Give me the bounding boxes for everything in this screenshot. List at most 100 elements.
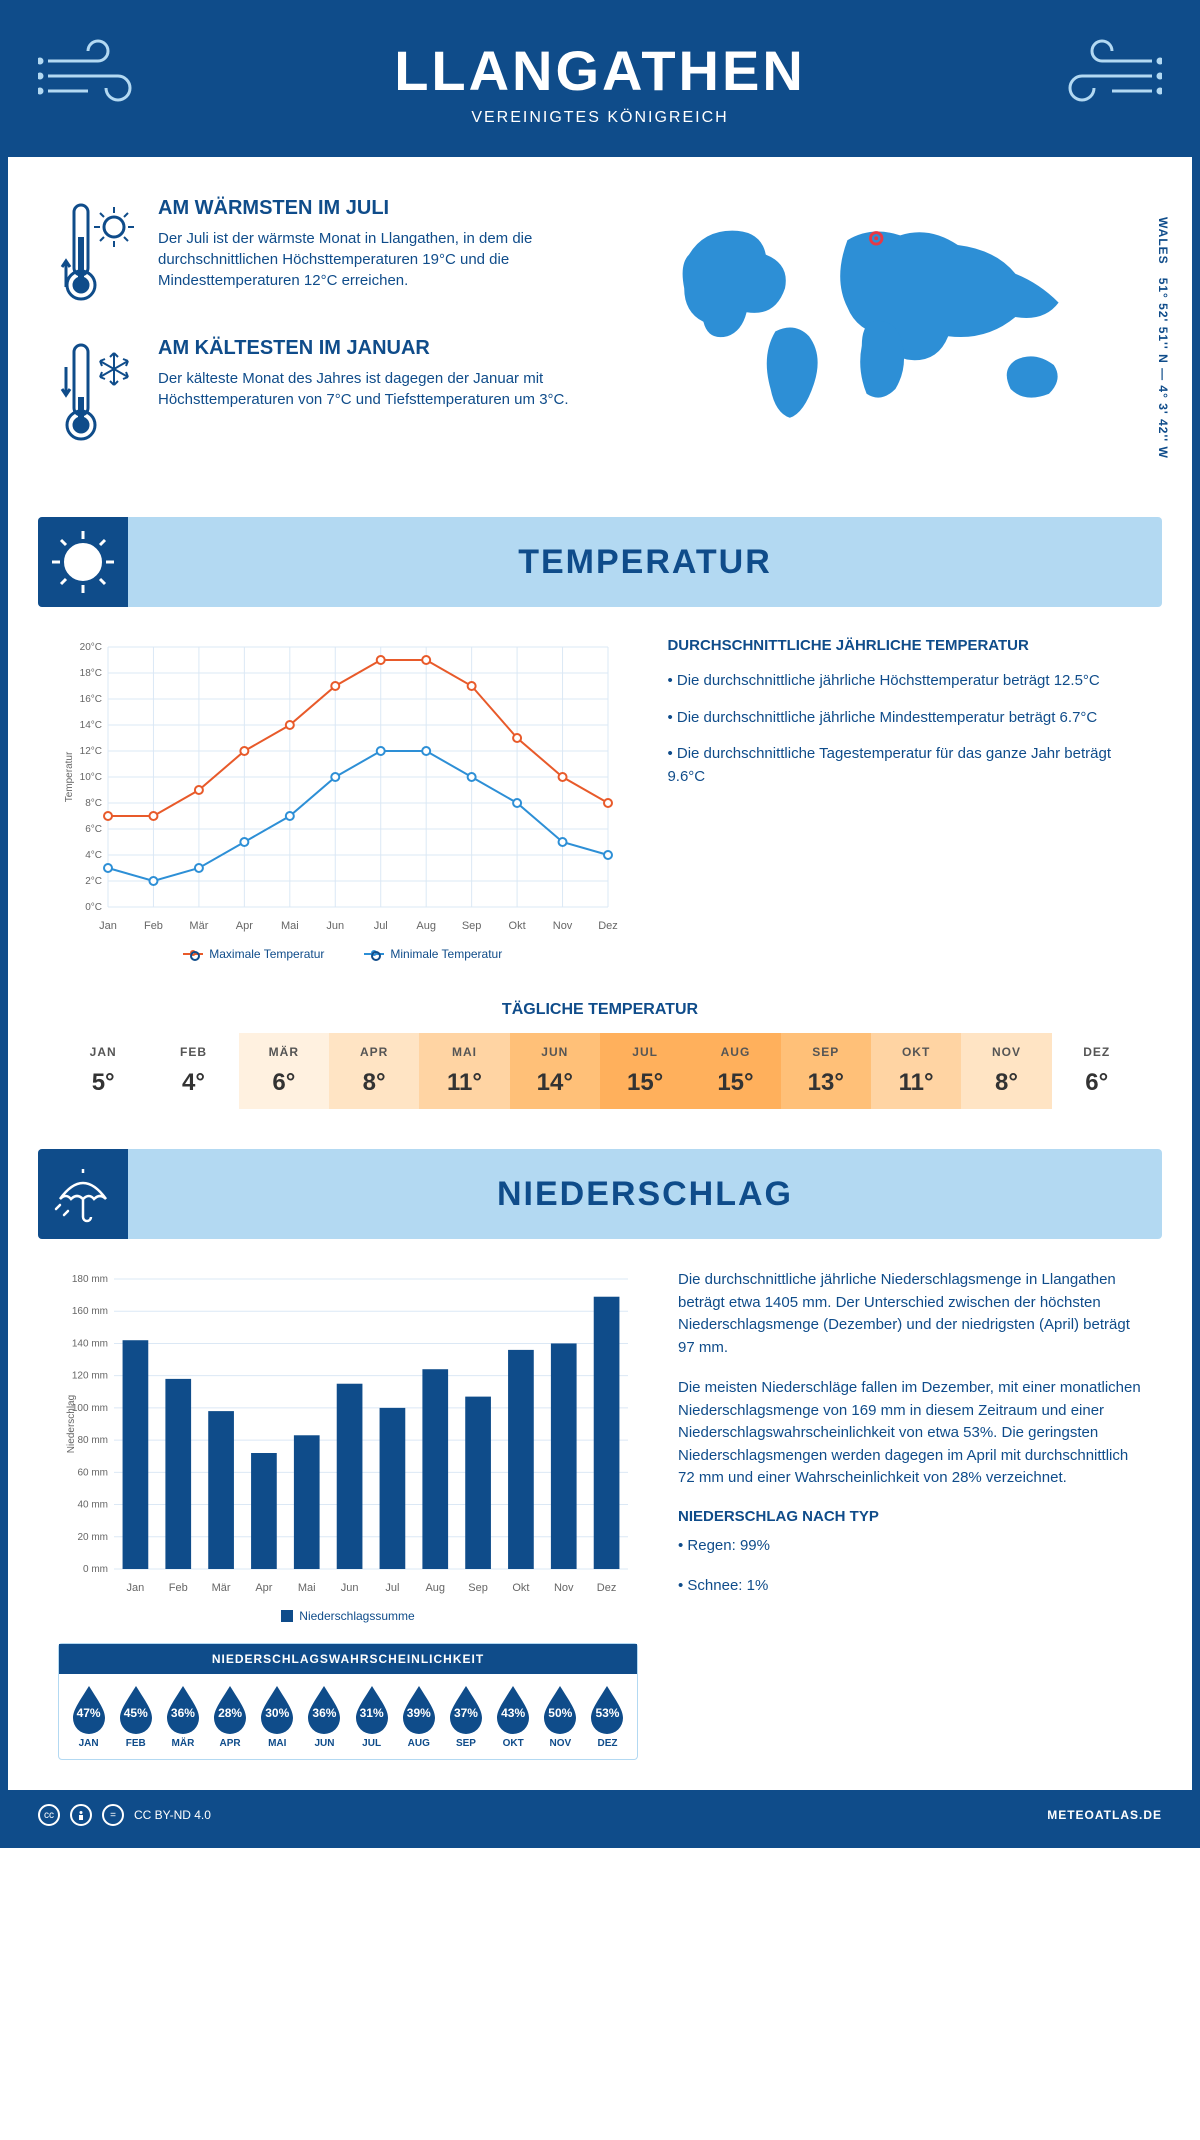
prob-cell: 28% APR xyxy=(207,1684,254,1749)
svg-text:Jun: Jun xyxy=(341,1582,359,1594)
temp-info-title: DURCHSCHNITTLICHE JÄHRLICHE TEMPERATUR xyxy=(667,637,1142,654)
svg-text:Okt: Okt xyxy=(509,920,526,932)
svg-text:Sep: Sep xyxy=(468,1582,488,1594)
precip-text-2: Die meisten Niederschläge fallen im Deze… xyxy=(678,1377,1142,1490)
daily-cell: JUL15° xyxy=(600,1033,690,1109)
svg-text:Apr: Apr xyxy=(236,920,253,932)
svg-text:Dez: Dez xyxy=(597,1582,617,1594)
prob-cell: 30% MAI xyxy=(254,1684,301,1749)
svg-text:20 mm: 20 mm xyxy=(77,1532,108,1543)
nd-icon: = xyxy=(102,1804,124,1826)
thermometer-hot-icon xyxy=(58,197,138,307)
svg-text:Mär: Mär xyxy=(189,920,208,932)
prob-cell: 31% JUL xyxy=(348,1684,395,1749)
precipitation-chart: 0 mm20 mm40 mm60 mm80 mm100 mm120 mm140 … xyxy=(58,1269,638,1599)
svg-text:Aug: Aug xyxy=(416,920,436,932)
svg-text:160 mm: 160 mm xyxy=(72,1306,108,1317)
world-map xyxy=(620,197,1142,437)
daily-cell: SEP13° xyxy=(781,1033,871,1109)
svg-text:0°C: 0°C xyxy=(85,902,102,913)
svg-text:120 mm: 120 mm xyxy=(72,1371,108,1382)
daily-cell: DEZ6° xyxy=(1052,1033,1142,1109)
svg-text:80 mm: 80 mm xyxy=(77,1435,108,1446)
prob-title: NIEDERSCHLAGSWAHRSCHEINLICHKEIT xyxy=(59,1644,637,1674)
prob-cell: 47% JAN xyxy=(65,1684,112,1749)
prob-cell: 50% NOV xyxy=(537,1684,584,1749)
svg-text:14°C: 14°C xyxy=(80,720,102,731)
daily-temp-row: JAN5°FEB4°MÄR6°APR8°MAI11°JUN14°JUL15°AU… xyxy=(58,1033,1142,1109)
svg-text:100 mm: 100 mm xyxy=(72,1403,108,1414)
svg-text:8°C: 8°C xyxy=(85,798,102,809)
precipitation-probability-box: NIEDERSCHLAGSWAHRSCHEINLICHKEIT 47% JAN … xyxy=(58,1643,638,1760)
temp-info-3: • Die durchschnittliche Tagestemperatur … xyxy=(667,743,1142,788)
coordinates: WALES 51° 52' 51'' N — 4° 3' 42'' W xyxy=(1156,217,1170,459)
fact-cold-text: Der kälteste Monat des Jahres ist dagege… xyxy=(158,368,580,410)
precipitation-section-header: NIEDERSCHLAG xyxy=(38,1149,1162,1239)
fact-cold-title: AM KÄLTESTEN IM JANUAR xyxy=(158,337,580,360)
fact-coldest: AM KÄLTESTEN IM JANUAR Der kälteste Mona… xyxy=(58,337,580,447)
thermometer-cold-icon xyxy=(58,337,138,447)
daily-cell: JUN14° xyxy=(510,1033,600,1109)
city-name: LLANGATHEN xyxy=(28,38,1172,103)
temperature-body: 0°C2°C4°C6°C8°C10°C12°C14°C16°C18°C20°CJ… xyxy=(8,637,1192,981)
fact-hottest: AM WÄRMSTEN IM JULI Der Juli ist der wär… xyxy=(58,197,580,307)
daily-temp-title: TÄGLICHE TEMPERATUR xyxy=(8,1001,1192,1019)
temp-info-1: • Die durchschnittliche jährliche Höchst… xyxy=(667,670,1142,693)
svg-text:Nov: Nov xyxy=(553,920,573,932)
precipitation-body: 0 mm20 mm40 mm60 mm80 mm100 mm120 mm140 … xyxy=(8,1269,1192,1790)
precip-type-1: • Regen: 99% xyxy=(678,1535,1142,1558)
infographic-page: LLANGATHEN VEREINIGTES KÖNIGREICH AM WÄR… xyxy=(0,0,1200,1848)
svg-text:0 mm: 0 mm xyxy=(83,1564,108,1575)
svg-text:Mai: Mai xyxy=(281,920,299,932)
site-name: METEOATLAS.DE xyxy=(1047,1808,1162,1822)
cc-icon: cc xyxy=(38,1804,60,1826)
footer: cc = CC BY-ND 4.0 METEOATLAS.DE xyxy=(8,1790,1192,1840)
prob-cell: 53% DEZ xyxy=(584,1684,631,1749)
svg-text:Jul: Jul xyxy=(385,1582,399,1594)
prob-cell: 36% JUN xyxy=(301,1684,348,1749)
prob-cell: 37% SEP xyxy=(442,1684,489,1749)
svg-text:Apr: Apr xyxy=(255,1582,272,1594)
wind-icon xyxy=(1042,36,1162,116)
svg-text:16°C: 16°C xyxy=(80,694,102,705)
svg-text:6°C: 6°C xyxy=(85,824,102,835)
temperature-legend: Maximale Temperatur Minimale Temperatur xyxy=(58,947,627,961)
svg-text:2°C: 2°C xyxy=(85,876,102,887)
svg-text:Okt: Okt xyxy=(512,1582,529,1594)
precipitation-legend: Niederschlagssumme xyxy=(58,1609,638,1623)
svg-text:10°C: 10°C xyxy=(80,772,102,783)
precip-text-1: Die durchschnittliche jährliche Niedersc… xyxy=(678,1269,1142,1359)
svg-text:Aug: Aug xyxy=(425,1582,445,1594)
temperature-title: TEMPERATUR xyxy=(128,543,1162,582)
svg-text:Niederschlag: Niederschlag xyxy=(66,1395,77,1453)
daily-cell: NOV8° xyxy=(961,1033,1051,1109)
precipitation-title: NIEDERSCHLAG xyxy=(128,1175,1162,1214)
prob-cell: 43% OKT xyxy=(490,1684,537,1749)
svg-text:Feb: Feb xyxy=(144,920,163,932)
umbrella-icon xyxy=(38,1149,128,1239)
prob-cell: 36% MÄR xyxy=(159,1684,206,1749)
svg-text:Jan: Jan xyxy=(127,1582,145,1594)
svg-text:Mai: Mai xyxy=(298,1582,316,1594)
svg-text:4°C: 4°C xyxy=(85,850,102,861)
daily-cell: OKT11° xyxy=(871,1033,961,1109)
svg-text:Dez: Dez xyxy=(598,920,618,932)
intro-section: AM WÄRMSTEN IM JULI Der Juli ist der wär… xyxy=(8,157,1192,517)
svg-text:Sep: Sep xyxy=(462,920,482,932)
daily-cell: AUG15° xyxy=(690,1033,780,1109)
svg-text:Jan: Jan xyxy=(99,920,117,932)
temp-info-2: • Die durchschnittliche jährliche Mindes… xyxy=(667,707,1142,730)
svg-text:Jun: Jun xyxy=(326,920,344,932)
svg-text:Mär: Mär xyxy=(212,1582,231,1594)
wind-icon xyxy=(38,36,158,116)
svg-text:Feb: Feb xyxy=(169,1582,188,1594)
daily-cell: MÄR6° xyxy=(239,1033,329,1109)
precip-type-title: NIEDERSCHLAG NACH TYP xyxy=(678,1508,1142,1525)
sun-icon xyxy=(38,517,128,607)
svg-text:18°C: 18°C xyxy=(80,668,102,679)
svg-text:Nov: Nov xyxy=(554,1582,574,1594)
license-text: CC BY-ND 4.0 xyxy=(134,1808,211,1822)
svg-text:140 mm: 140 mm xyxy=(72,1338,108,1349)
precip-type-2: • Schnee: 1% xyxy=(678,1575,1142,1598)
country-name: VEREINIGTES KÖNIGREICH xyxy=(28,109,1172,127)
